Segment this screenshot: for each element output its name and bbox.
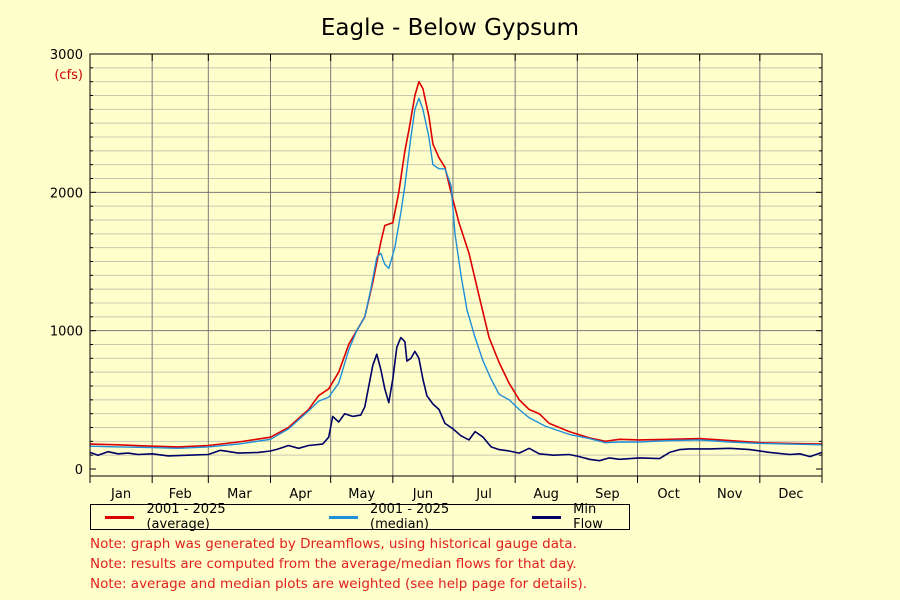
min-flow-line (89, 336, 823, 462)
legend-item-min-flow: Min Flow (531, 502, 629, 532)
average-line (89, 80, 823, 448)
note-line: Note: results are computed from the aver… (90, 556, 577, 572)
x-tick-label: Oct (657, 487, 679, 502)
notes: Note: graph was generated by Dreamflows,… (90, 534, 587, 594)
plot-frame (89, 53, 823, 477)
series-layer (89, 80, 823, 462)
x-tick-label: Aug (534, 487, 559, 502)
axis-ticks (89, 53, 823, 483)
legend-swatch-median (328, 515, 359, 519)
grid-lines (90, 53, 822, 476)
y-tick-label: 0 (75, 463, 83, 478)
x-tick-label: Dec (778, 487, 803, 502)
legend-item-median: 2001 - 2025 (median) (328, 502, 510, 532)
x-tick-label: Sep (595, 487, 620, 502)
x-tick-label: Apr (289, 487, 312, 502)
y-axis-unit-label: (cfs) (54, 68, 83, 83)
y-tick-label: 2000 (50, 186, 83, 201)
legend-swatch-average (105, 515, 135, 519)
median-line (89, 97, 823, 449)
legend-item-average: 2001 - 2025 (average) (105, 502, 291, 532)
legend-label-median: 2001 - 2025 (median) (370, 502, 450, 532)
legend-label-min-flow: Min Flow (573, 502, 603, 532)
x-tick-label: May (348, 487, 375, 502)
chart-title: Eagle - Below Gypsum (321, 15, 579, 41)
legend: 2001 - 2025 (average) 2001 - 2025 (media… (90, 502, 630, 532)
y-tick-label: 3000 (50, 48, 83, 63)
x-tick-label: Jun (412, 487, 433, 502)
legend-label-average: 2001 - 2025 (average) (146, 502, 226, 532)
note-line: Note: graph was generated by Dreamflows,… (90, 536, 577, 552)
legend-swatch-min-flow (531, 515, 562, 519)
note-line: Note: average and median plots are weigh… (90, 576, 588, 592)
x-tick-label: Mar (227, 487, 252, 502)
axis-tick-labels: 0 1000 2000 3000 Jan Feb Mar Apr May Jun Jul Aug Sep… (50, 48, 804, 502)
x-tick-label: Jan (110, 487, 131, 502)
x-tick-label: Feb (169, 487, 192, 502)
y-tick-label: 1000 (50, 325, 83, 340)
x-tick-label: Jul (475, 487, 492, 502)
x-tick-label: Nov (717, 487, 743, 502)
